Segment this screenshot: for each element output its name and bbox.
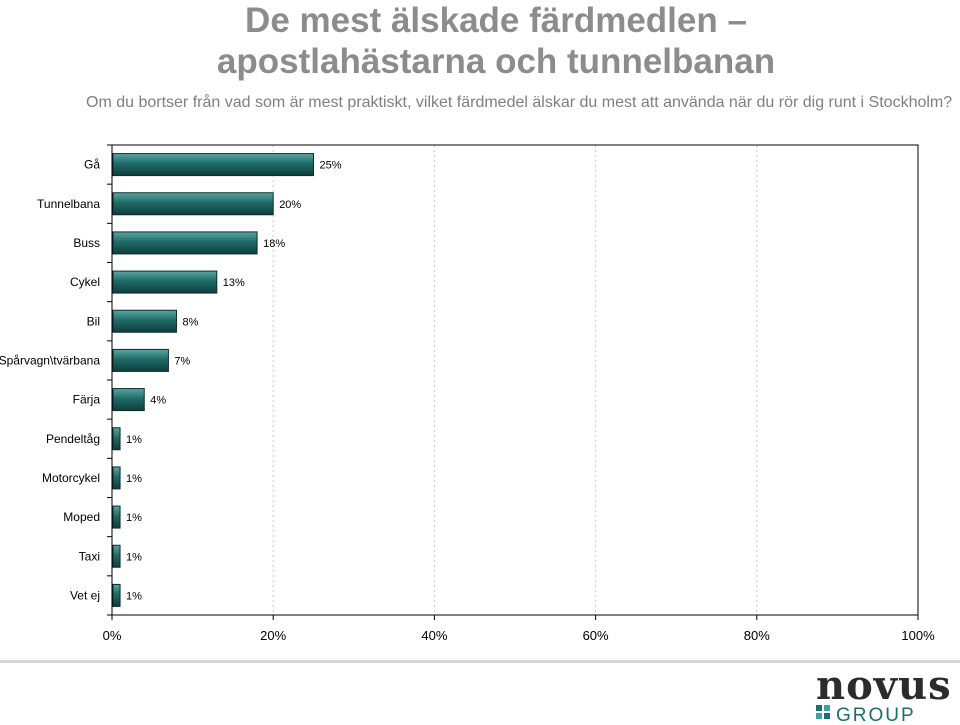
data-label: 1%	[126, 512, 142, 524]
category-label: Cykel	[70, 275, 100, 289]
logo-word: novus	[816, 665, 952, 709]
bar-chart: 0% 20% 40% 60% 80% 100% Gå 25% Tunnelbana 20% Buss…	[0, 144, 935, 643]
bar	[112, 309, 177, 333]
data-label: 1%	[126, 590, 142, 602]
category-label: Motorcykel	[42, 471, 100, 485]
data-label: 18%	[263, 238, 285, 250]
plot-area-frame	[111, 144, 919, 616]
data-label: 1%	[126, 434, 142, 446]
x-tick-label: 80%	[744, 628, 770, 643]
data-label: 20%	[279, 199, 301, 211]
bar	[112, 505, 121, 529]
logo-square-2	[824, 705, 830, 711]
logo-square-4	[824, 713, 830, 719]
x-tick-label: 20%	[260, 628, 286, 643]
footer-divider	[0, 660, 960, 663]
x-tick-label: 40%	[421, 628, 447, 643]
data-label: 7%	[174, 355, 190, 367]
chart-subtitle: Om du bortser från vad som är mest prakt…	[86, 94, 953, 111]
bar	[112, 270, 218, 294]
data-label: 8%	[182, 316, 198, 328]
category-label: Tunnelbana	[37, 197, 100, 211]
bar	[112, 544, 121, 568]
bar	[112, 231, 258, 255]
category-label: Buss	[73, 236, 100, 250]
chart-title-line-2: apostlahästarna och tunnelbanan	[216, 42, 776, 81]
category-label: Bil	[87, 314, 100, 328]
bar	[112, 427, 121, 451]
x-tick-label: 100%	[901, 628, 935, 643]
data-label: 4%	[150, 395, 166, 407]
data-label: 1%	[126, 473, 142, 485]
category-label: Pendeltåg	[46, 432, 100, 446]
x-tick-label: 60%	[583, 628, 609, 643]
data-label: 25%	[320, 160, 342, 172]
logo-group: GROUP	[836, 705, 916, 723]
category-label: Gå	[84, 158, 100, 172]
novus-group-logo: novus GROUP	[816, 665, 952, 723]
category-label: Färja	[73, 393, 101, 407]
logo-square-1	[816, 705, 822, 711]
data-label: 13%	[223, 277, 245, 289]
category-label: Spårvagn\tvärbana	[0, 353, 100, 367]
chart-title: De mest älskade färdmedlen – apostlahäst…	[196, 0, 796, 82]
category-label: Moped	[63, 510, 100, 524]
x-tick-label: 0%	[103, 628, 122, 643]
bar	[112, 466, 121, 490]
category-label: Vet ej	[70, 588, 100, 602]
bar	[112, 388, 145, 412]
bar	[112, 192, 274, 216]
data-label: 1%	[126, 551, 142, 563]
bar	[112, 348, 169, 372]
bar	[112, 583, 121, 607]
logo-square-3	[816, 713, 822, 719]
category-label: Taxi	[79, 549, 100, 563]
bar	[112, 153, 314, 177]
chart-title-line-1: De mest älskade färdmedlen –	[245, 1, 747, 40]
